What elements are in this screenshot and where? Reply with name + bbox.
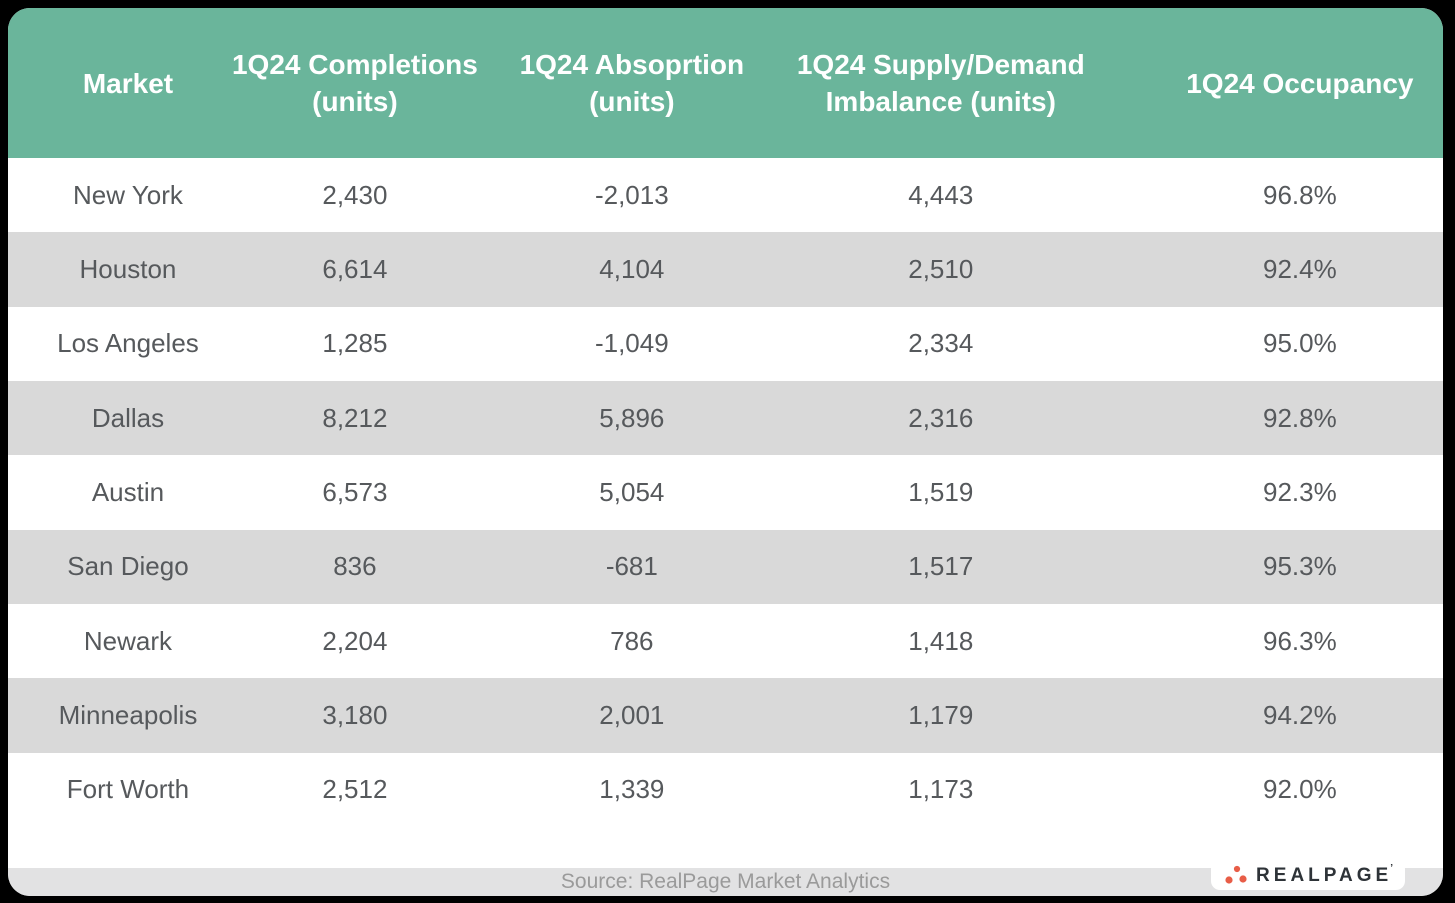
cell-occupancy: 92.0%: [1262, 774, 1337, 805]
cell-imbalance: 1,519: [908, 476, 974, 507]
cell-completions: 3,180: [322, 699, 388, 730]
table-row: Dallas 8,212 5,896 2,316 92.8%: [8, 380, 1443, 456]
cell-imbalance: 1,179: [908, 699, 974, 730]
header-label: 1Q24 Occupancy: [1186, 67, 1414, 99]
cell-absorption: -2,013: [594, 179, 669, 210]
table-row: Minneapolis 3,180 2,001 1,179 94.2%: [8, 678, 1443, 753]
cell-absorption: 2,001: [599, 699, 665, 730]
table-header: Market 1Q24 Completions (units) 1Q24 Abs…: [8, 8, 1443, 158]
header-label: Market: [82, 67, 174, 99]
cell-imbalance: 2,334: [908, 328, 974, 359]
realpage-wordmark: REALPAGE: [1256, 864, 1393, 886]
cell-market: Dallas: [91, 402, 165, 433]
realpage-dots-icon: [1225, 865, 1247, 884]
header-label: 1Q24 Supply/Demand: [796, 49, 1085, 80]
header-sublabel: (units): [312, 86, 398, 117]
header-completions: 1Q24 Completions (units): [232, 8, 478, 158]
trademark-mark: ’: [1390, 863, 1393, 874]
cell-occupancy: 95.0%: [1262, 328, 1337, 359]
cell-completions: 6,573: [322, 476, 388, 507]
cell-occupancy: 92.4%: [1262, 253, 1337, 284]
cell-occupancy: 95.3%: [1262, 551, 1337, 582]
cell-market: Houston: [79, 253, 177, 284]
table-row: Newark 2,204 786 1,418 96.3%: [8, 603, 1443, 679]
cell-completions: 2,430: [322, 179, 388, 210]
cell-completions: 2,512: [322, 774, 388, 805]
source-text: Source: RealPage Market Analytics: [560, 870, 891, 893]
table-row: San Diego 836 -681 1,517 95.3%: [8, 529, 1443, 604]
cell-imbalance: 1,173: [908, 774, 974, 805]
cell-completions: 836: [333, 551, 377, 582]
cell-occupancy: 96.8%: [1262, 179, 1337, 210]
market-table-card: Market 1Q24 Completions (units) 1Q24 Abs…: [8, 8, 1443, 896]
cell-market: Fort Worth: [66, 774, 190, 805]
header-sublabel: (units): [589, 86, 675, 117]
header-label: 1Q24 Absoprtion: [519, 49, 745, 80]
cell-imbalance: 2,316: [908, 402, 974, 433]
cell-absorption: 5,054: [599, 476, 665, 507]
cell-market: Los Angeles: [57, 328, 199, 359]
source-bar: Source: RealPage Market Analytics: [8, 868, 1443, 896]
cell-completions: 1,285: [322, 328, 388, 359]
cell-absorption: 5,896: [599, 402, 665, 433]
cell-completions: 6,614: [322, 253, 388, 284]
cell-imbalance: 1,517: [908, 551, 974, 582]
header-sublabel: Imbalance (units): [825, 86, 1056, 117]
cell-imbalance: 2,510: [908, 253, 974, 284]
cell-market: Minneapolis: [58, 699, 198, 730]
footer-spacer: [8, 827, 1443, 868]
realpage-logo: REALPAGE ’: [1211, 860, 1405, 890]
table-row: Los Angeles 1,285 -1,049 2,334 95.0%: [8, 306, 1443, 381]
cell-market: Austin: [91, 476, 165, 507]
cell-market: New York: [73, 179, 183, 210]
cell-occupancy: 94.2%: [1262, 699, 1337, 730]
header-label: 1Q24 Completions: [231, 49, 478, 80]
cell-occupancy: 96.3%: [1262, 625, 1337, 656]
cell-market: San Diego: [67, 551, 189, 582]
cell-absorption: 4,104: [599, 253, 665, 284]
cell-market: Newark: [83, 625, 173, 656]
cell-absorption: -681: [605, 551, 658, 582]
header-absorption: 1Q24 Absoprtion (units): [462, 8, 802, 158]
cell-absorption: 786: [610, 625, 654, 656]
header-imbalance: 1Q24 Supply/Demand Imbalance (units): [797, 8, 1085, 158]
cell-imbalance: 1,418: [908, 625, 974, 656]
cell-occupancy: 92.8%: [1262, 402, 1337, 433]
cell-imbalance: 4,443: [908, 179, 974, 210]
header-occupancy: 1Q24 Occupancy: [1080, 8, 1443, 158]
table-row: Fort Worth 2,512 1,339 1,173 92.0%: [8, 752, 1443, 827]
header-market: Market: [8, 8, 248, 158]
table-body: New York 2,430 -2,013 4,443 96.8% Housto…: [8, 158, 1443, 827]
table-row: Houston 6,614 4,104 2,510 92.4%: [8, 232, 1443, 307]
cell-completions: 2,204: [322, 625, 388, 656]
cell-occupancy: 92.3%: [1262, 476, 1337, 507]
cell-completions: 8,212: [322, 402, 388, 433]
table-row: New York 2,430 -2,013 4,443 96.8%: [8, 158, 1443, 233]
cell-absorption: -1,049: [594, 328, 669, 359]
table-row: Austin 6,573 5,054 1,519 92.3%: [8, 455, 1443, 530]
cell-absorption: 1,339: [599, 774, 665, 805]
